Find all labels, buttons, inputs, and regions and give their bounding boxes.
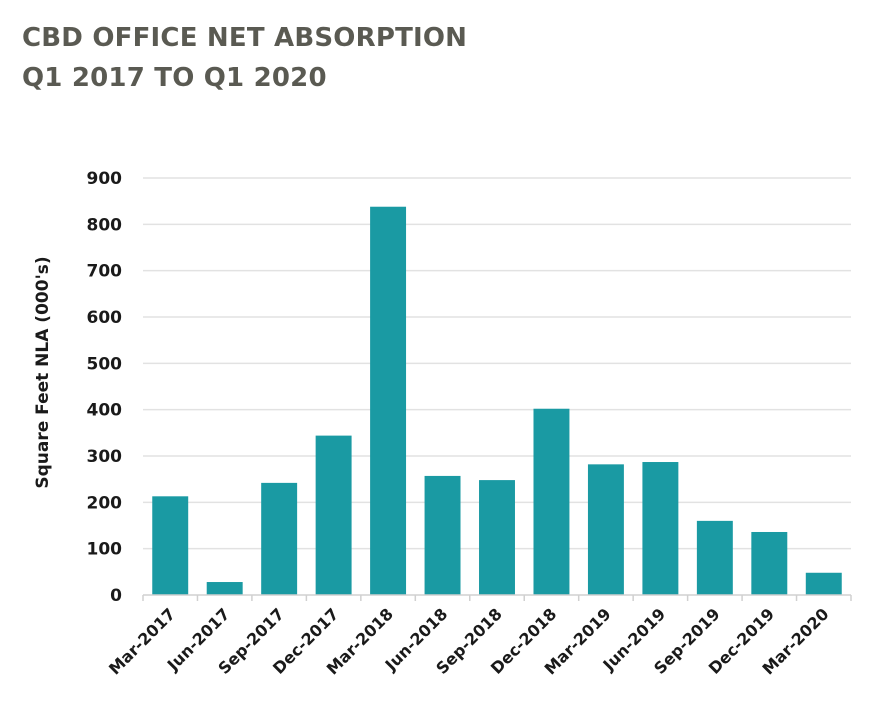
bar [479,480,515,595]
bar [642,462,679,595]
y-tick-label: 600 [87,308,123,328]
bar [206,582,243,595]
y-tick-label: 800 [87,215,123,235]
bar [587,464,624,595]
bar [315,435,352,595]
y-tick-label: 500 [87,354,123,374]
bar [696,520,733,595]
y-tick-label: 900 [87,169,123,189]
y-axis-title: Square Feet NLA (000's) [33,256,53,488]
x-axis [142,594,852,601]
y-tick-label: 100 [87,540,123,560]
bars [152,206,842,595]
y-tick-label: 400 [87,401,123,421]
gridlines [143,177,851,550]
bar [805,572,842,595]
bar [424,475,461,595]
y-tick-label: 0 [110,586,122,606]
y-tick-label: 300 [87,447,123,467]
bar [533,408,570,595]
y-axis-ticks: 0 100 200 300 400 500 600 700 800 900 [87,169,123,606]
chart-title: CBD OFFICE NET ABSORPTION [22,23,468,53]
y-tick-label: 700 [87,262,123,282]
x-axis-ticks: Mar-2017Jun-2017Sep-2017Dec-2017Mar-2018… [105,604,833,678]
y-tick-label: 200 [87,493,123,513]
bar [261,482,298,595]
bar [751,531,788,595]
chart-title-block: CBD OFFICE NET ABSORPTION Q1 2017 TO Q1 … [22,18,467,98]
bar [152,496,189,595]
x-tick-label: Mar-2017 [105,604,179,678]
chart-subtitle: Q1 2017 TO Q1 2020 [22,63,327,93]
bar [370,206,407,595]
